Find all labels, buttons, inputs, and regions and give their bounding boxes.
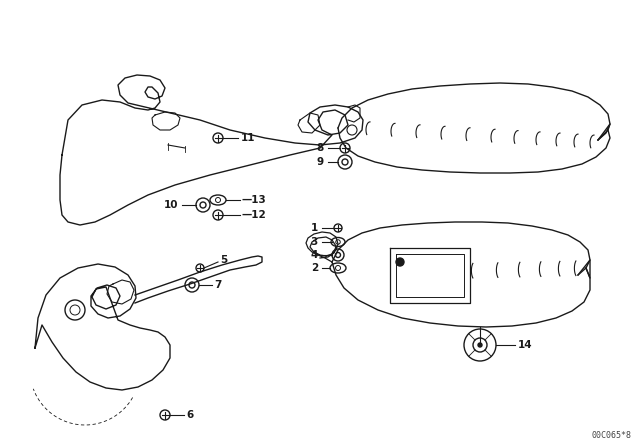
Text: —12: —12 xyxy=(242,210,267,220)
Text: 2: 2 xyxy=(311,263,318,273)
Text: 14: 14 xyxy=(518,340,532,350)
Circle shape xyxy=(478,343,482,347)
Text: 5: 5 xyxy=(220,255,227,265)
Text: 6: 6 xyxy=(186,410,193,420)
Text: 9: 9 xyxy=(317,157,324,167)
Text: 8: 8 xyxy=(317,143,324,153)
Text: 1: 1 xyxy=(311,223,318,233)
Text: 00C065*8: 00C065*8 xyxy=(592,431,632,440)
Circle shape xyxy=(396,258,404,266)
Text: 11: 11 xyxy=(241,133,255,143)
Text: 4: 4 xyxy=(310,250,318,260)
Text: 7: 7 xyxy=(214,280,221,290)
Text: 10: 10 xyxy=(163,200,178,210)
Text: —13: —13 xyxy=(242,195,267,205)
Text: 3: 3 xyxy=(311,237,318,247)
